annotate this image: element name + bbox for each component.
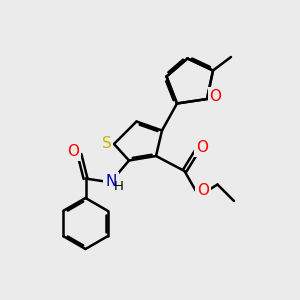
Text: O: O <box>197 183 209 198</box>
Text: O: O <box>209 89 221 104</box>
Text: O: O <box>67 144 79 159</box>
Text: N: N <box>105 174 117 189</box>
Text: O: O <box>196 140 208 155</box>
Text: H: H <box>114 179 124 193</box>
Text: S: S <box>102 136 111 152</box>
